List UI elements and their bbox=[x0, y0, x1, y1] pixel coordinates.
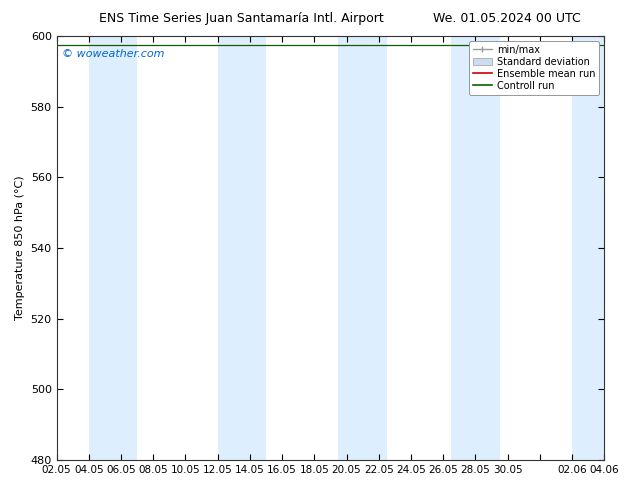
Bar bbox=[89, 36, 137, 460]
Legend: min/max, Standard deviation, Ensemble mean run, Controll run: min/max, Standard deviation, Ensemble me… bbox=[469, 41, 599, 95]
Y-axis label: Temperature 850 hPa (°C): Temperature 850 hPa (°C) bbox=[15, 176, 25, 320]
Text: © woweather.com: © woweather.com bbox=[62, 49, 165, 59]
Text: We. 01.05.2024 00 UTC: We. 01.05.2024 00 UTC bbox=[433, 12, 581, 25]
Bar bbox=[339, 36, 387, 460]
Bar bbox=[451, 36, 500, 460]
Text: ENS Time Series Juan Santamaría Intl. Airport: ENS Time Series Juan Santamaría Intl. Ai… bbox=[98, 12, 384, 25]
Bar bbox=[572, 36, 620, 460]
Bar bbox=[217, 36, 266, 460]
